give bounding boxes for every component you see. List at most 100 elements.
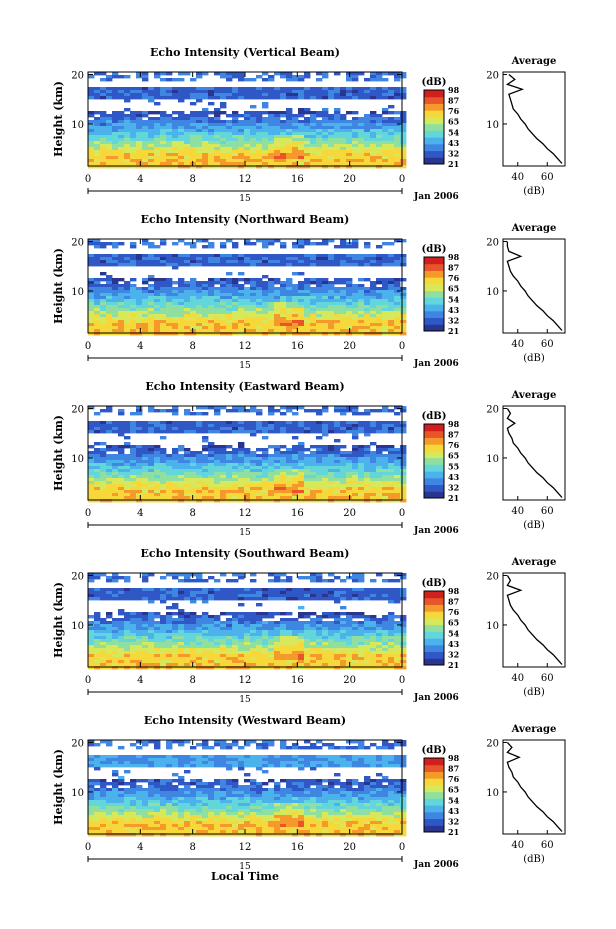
x-tick-label: 0 bbox=[85, 341, 91, 352]
colorbar-tick-label: 98 bbox=[448, 586, 460, 596]
panel-4: Echo Intensity (Westward Beam) Height (km… bbox=[52, 714, 566, 872]
y-tick-label: 10 bbox=[71, 454, 84, 465]
colorbar-unit: (dB) bbox=[422, 411, 447, 422]
day-label: 15 bbox=[239, 194, 251, 204]
y-tick-label: 10 bbox=[71, 120, 84, 131]
x-tick-label: 16 bbox=[291, 174, 304, 185]
date-label: Jan 2006 bbox=[413, 526, 459, 536]
colorbar-tick-label: 76 bbox=[448, 273, 460, 283]
colorbar-swatch bbox=[424, 818, 444, 826]
panel-3: Echo Intensity (Southward Beam) Height (k… bbox=[52, 547, 566, 705]
profile-x-tick-label: 60 bbox=[541, 172, 554, 183]
colorbar-swatch bbox=[424, 110, 444, 118]
x-axis-label: Local Time bbox=[211, 870, 279, 883]
colorbar-swatch bbox=[424, 277, 444, 285]
colorbar-swatch bbox=[424, 444, 444, 452]
heatmap-field bbox=[88, 406, 407, 503]
colorbar-swatch bbox=[424, 644, 444, 653]
colorbar-swatch bbox=[424, 471, 444, 479]
y-tick-label: 20 bbox=[71, 237, 84, 248]
colorbar-tick-label: 32 bbox=[448, 482, 459, 492]
x-tick-label: 12 bbox=[239, 508, 252, 519]
date-label: Jan 2006 bbox=[413, 693, 459, 703]
profile-y-tick-label: 20 bbox=[486, 404, 499, 415]
x-tick-label: 12 bbox=[239, 341, 252, 352]
colorbar-swatch bbox=[424, 825, 444, 833]
x-tick-label: 8 bbox=[189, 842, 195, 853]
colorbar-tick-label: 32 bbox=[448, 315, 459, 325]
colorbar-tick-label: 43 bbox=[448, 639, 460, 649]
colorbar-tick-label: 54 bbox=[448, 795, 460, 805]
colorbar-swatch bbox=[424, 297, 444, 305]
colorbar-swatch bbox=[424, 137, 444, 145]
colorbar-tick-label: 32 bbox=[448, 649, 459, 659]
panel-title: Echo Intensity (Southward Beam) bbox=[141, 547, 350, 560]
date-label: Jan 2006 bbox=[413, 359, 459, 369]
colorbar-swatch bbox=[424, 591, 444, 599]
heatmap-field bbox=[88, 72, 407, 169]
panel-title: Echo Intensity (Eastward Beam) bbox=[145, 380, 344, 393]
colorbar-tick-label: 87 bbox=[448, 263, 459, 273]
colorbar-frame bbox=[423, 89, 445, 165]
x-tick-label: 4 bbox=[137, 842, 143, 853]
profile-y-tick-label: 10 bbox=[486, 287, 499, 298]
colorbar-swatch bbox=[424, 617, 444, 626]
profile-line bbox=[505, 73, 563, 164]
x-tick-label: 0 bbox=[399, 508, 405, 519]
profile-line bbox=[506, 575, 563, 665]
profile-line bbox=[506, 742, 563, 832]
colorbar-swatch bbox=[424, 604, 444, 612]
colorbar-swatch bbox=[424, 143, 444, 152]
colorbar-swatch bbox=[424, 457, 444, 465]
profile-x-label: (dB) bbox=[523, 186, 545, 197]
colorbar-swatch bbox=[424, 597, 444, 605]
x-tick-label: 0 bbox=[399, 341, 405, 352]
colorbar-swatch bbox=[424, 784, 444, 793]
x-tick-label: 0 bbox=[399, 174, 405, 185]
colorbar-swatch bbox=[424, 96, 444, 104]
colorbar-tick-label: 43 bbox=[448, 305, 460, 315]
profile-x-tick-label: 60 bbox=[541, 506, 554, 517]
colorbar-tick-label: 55 bbox=[448, 461, 459, 471]
profile-y-tick-label: 20 bbox=[486, 70, 499, 81]
colorbar-swatch bbox=[424, 778, 444, 786]
profile-frame bbox=[502, 739, 566, 835]
profile-x-label: (dB) bbox=[523, 520, 545, 531]
y-axis-label: Height (km) bbox=[52, 582, 65, 658]
profile-line bbox=[506, 241, 563, 331]
x-tick-label: 0 bbox=[399, 675, 405, 686]
profile-y-tick-label: 20 bbox=[486, 571, 499, 582]
y-axis-label: Height (km) bbox=[52, 749, 65, 825]
x-tick-label: 20 bbox=[343, 174, 356, 185]
profile-frame bbox=[502, 572, 566, 668]
colorbar-swatch bbox=[424, 758, 444, 766]
colorbar-swatch bbox=[424, 651, 444, 659]
x-tick-label: 20 bbox=[343, 675, 356, 686]
profile-y-tick-label: 10 bbox=[486, 454, 499, 465]
profile-x-tick-label: 40 bbox=[511, 172, 524, 183]
colorbar-swatch bbox=[424, 270, 444, 278]
day-label: 15 bbox=[239, 862, 251, 872]
y-tick-label: 20 bbox=[71, 404, 84, 415]
profile-x-label: (dB) bbox=[523, 687, 545, 698]
x-tick-label: 20 bbox=[343, 842, 356, 853]
y-tick-label: 20 bbox=[71, 571, 84, 582]
day-label: 15 bbox=[239, 695, 251, 705]
colorbar-swatch bbox=[424, 130, 444, 138]
colorbar-frame bbox=[423, 757, 445, 833]
heatmap-field bbox=[88, 573, 407, 670]
colorbar-swatch bbox=[424, 424, 444, 432]
panel-title: Echo Intensity (Vertical Beam) bbox=[150, 46, 340, 59]
x-tick-label: 0 bbox=[85, 174, 91, 185]
colorbar-tick-label: 43 bbox=[448, 472, 460, 482]
profile-frame bbox=[502, 71, 566, 167]
colorbar-swatch bbox=[424, 123, 444, 131]
profile-y-tick-label: 20 bbox=[486, 738, 499, 749]
colorbar-swatch bbox=[424, 324, 444, 332]
colorbar-swatch bbox=[424, 317, 444, 325]
x-tick-label: 20 bbox=[343, 508, 356, 519]
profile-x-tick-label: 60 bbox=[541, 339, 554, 350]
colorbar-swatch bbox=[424, 491, 444, 499]
colorbar-tick-label: 98 bbox=[448, 85, 460, 95]
heatmap-field bbox=[88, 740, 407, 837]
